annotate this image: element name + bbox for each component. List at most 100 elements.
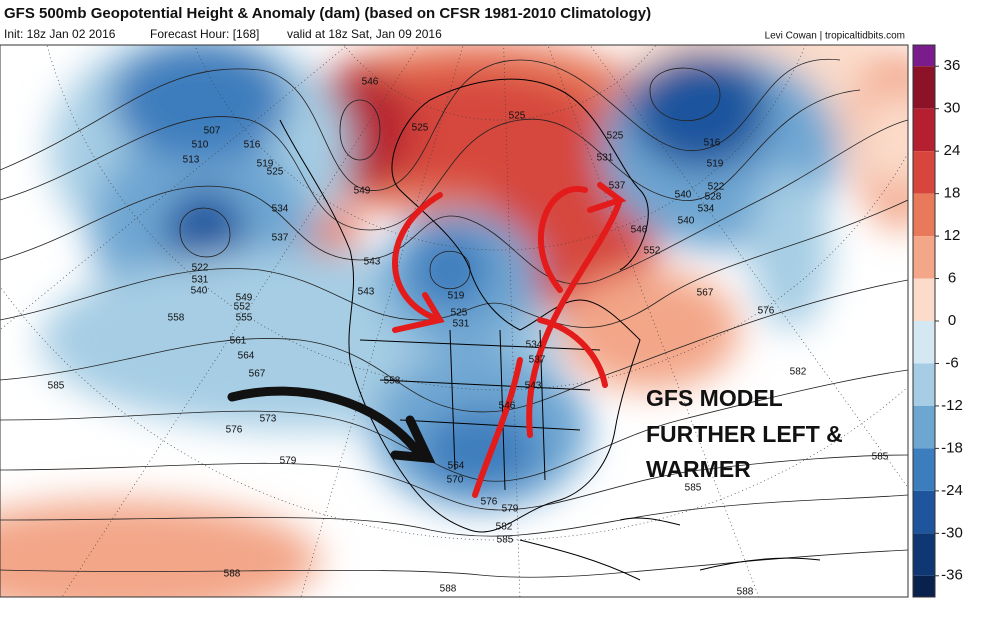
contour-label: 588: [737, 587, 754, 598]
contour-label: 585: [685, 483, 702, 494]
colorbar-swatch: [913, 151, 935, 194]
colorbar-swatch: [913, 363, 935, 406]
contour-label: 576: [758, 306, 775, 317]
contour-label: 522: [708, 182, 725, 193]
colorbar-tick-label: 18: [944, 185, 961, 202]
contour-label: 564: [238, 351, 255, 362]
colorbar-swatch: [913, 193, 935, 237]
colorbar-swatch: [913, 490, 935, 534]
annotation-line: WARMER: [646, 456, 751, 482]
contour-label: 567: [697, 288, 714, 299]
colorbar-swatch: [913, 278, 935, 321]
contour-label: 534: [526, 340, 543, 351]
contour-label: 549: [236, 293, 253, 304]
contour-label: 507: [204, 126, 221, 137]
contour-label: 525: [412, 123, 429, 134]
title: GFS 500mb Geopotential Height & Anomaly …: [4, 5, 651, 22]
contour-label: 579: [502, 504, 519, 515]
contour-label: 567: [249, 369, 266, 380]
contour-label: 525: [607, 131, 624, 142]
contour-label: 540: [678, 216, 695, 227]
contour-label: 570: [447, 475, 464, 486]
annotation-line: FURTHER LEFT &: [646, 421, 843, 447]
contour-label: 558: [384, 376, 401, 387]
contour-label: 582: [790, 367, 807, 378]
colorbar-swatch: [913, 321, 935, 364]
contour-label: 543: [525, 381, 542, 392]
contour-label: 531: [192, 275, 209, 286]
contour-label: 510: [192, 140, 209, 151]
contour-label: 546: [362, 77, 379, 88]
contour-label: 513: [183, 155, 200, 166]
colorbar-swatch: [913, 66, 935, 109]
contour-label: 546: [499, 401, 516, 412]
contour-label: 555: [236, 313, 253, 324]
contour-label: 561: [230, 336, 247, 347]
colorbar-tick-label: -6: [945, 354, 958, 371]
contour-label: 588: [224, 569, 241, 580]
annotation: GFS MODEL FURTHER LEFT & WARMER: [646, 385, 843, 482]
colorbar-tick-label: 0: [948, 312, 956, 329]
anomaly-field: [0, 45, 908, 597]
colorbar-swatch: [913, 405, 935, 449]
contour-label: 525: [509, 111, 526, 122]
contour-label: 582: [496, 522, 513, 533]
contour-label: 558: [168, 313, 185, 324]
colorbar-tick-label: 24: [944, 142, 961, 159]
contour-label: 540: [191, 286, 208, 297]
init-time: Init: 18z Jan 02 2016: [4, 27, 116, 41]
contour-label: 537: [272, 233, 289, 244]
colorbar-swatch: [913, 533, 935, 576]
contour-label: 579: [280, 456, 297, 467]
contour-label: 528: [705, 192, 722, 203]
contour-label: 537: [529, 355, 546, 366]
contour-label: 585: [48, 381, 65, 392]
contour-label: 552: [644, 246, 661, 257]
coastlines: [279, 78, 821, 581]
contour-label: 522: [192, 263, 209, 274]
contour-labels: 5465255255255315375165195225285345405075…: [48, 77, 889, 598]
contour-label: 573: [260, 414, 277, 425]
colorbar-swatch: [913, 108, 935, 152]
contour-label: 531: [453, 319, 470, 330]
contour-label: 534: [698, 204, 715, 215]
contour-label: 540: [675, 190, 692, 201]
colorbar-tick-label: 12: [944, 227, 961, 244]
contour-label: 546: [631, 225, 648, 236]
forecast-hour: Forecast Hour: [168]: [150, 27, 259, 41]
contour-label: 519: [257, 159, 274, 170]
contour-label: 543: [358, 287, 375, 298]
colorbar-swatch: [913, 575, 935, 597]
valid-time: valid at 18z Sat, Jan 09 2016: [287, 27, 442, 41]
graticule: [0, 45, 908, 597]
colorbar-tick-label: 30: [944, 100, 961, 117]
colorbar-tick-label: -12: [941, 397, 963, 414]
colorbar: 36 30 24 18 12 6 0 -6 -12 -18 -24 -30 -36: [912, 44, 963, 598]
contour-label: 576: [481, 497, 498, 508]
contour-label: 552: [234, 302, 251, 313]
colorbar-tick-label: -24: [941, 482, 963, 499]
contour-label: 585: [872, 452, 889, 463]
contour-label: 519: [448, 291, 465, 302]
contour-label: 543: [364, 257, 381, 268]
contour-label: 549: [354, 186, 371, 197]
map-frame: [0, 44, 909, 598]
contour-label: 519: [707, 159, 724, 170]
contour-label: 525: [267, 167, 284, 178]
colorbar-swatch: [913, 236, 935, 279]
colorbar-tick-label: -18: [941, 439, 963, 456]
contour-label: 576: [226, 425, 243, 436]
contour-label: 564: [448, 461, 465, 472]
contour-label: 585: [497, 535, 514, 546]
colorbar-tick-label: 36: [944, 57, 961, 74]
colorbar-swatch: [913, 448, 935, 491]
contour-label: 534: [272, 204, 289, 215]
contour-label: 588: [440, 584, 457, 595]
colorbar-tick-label: 6: [948, 270, 956, 287]
colorbar-swatch: [913, 45, 935, 67]
contour-label: 537: [609, 181, 626, 192]
colorbar-tick-label: -36: [941, 567, 963, 584]
contour-label: 525: [451, 308, 468, 319]
